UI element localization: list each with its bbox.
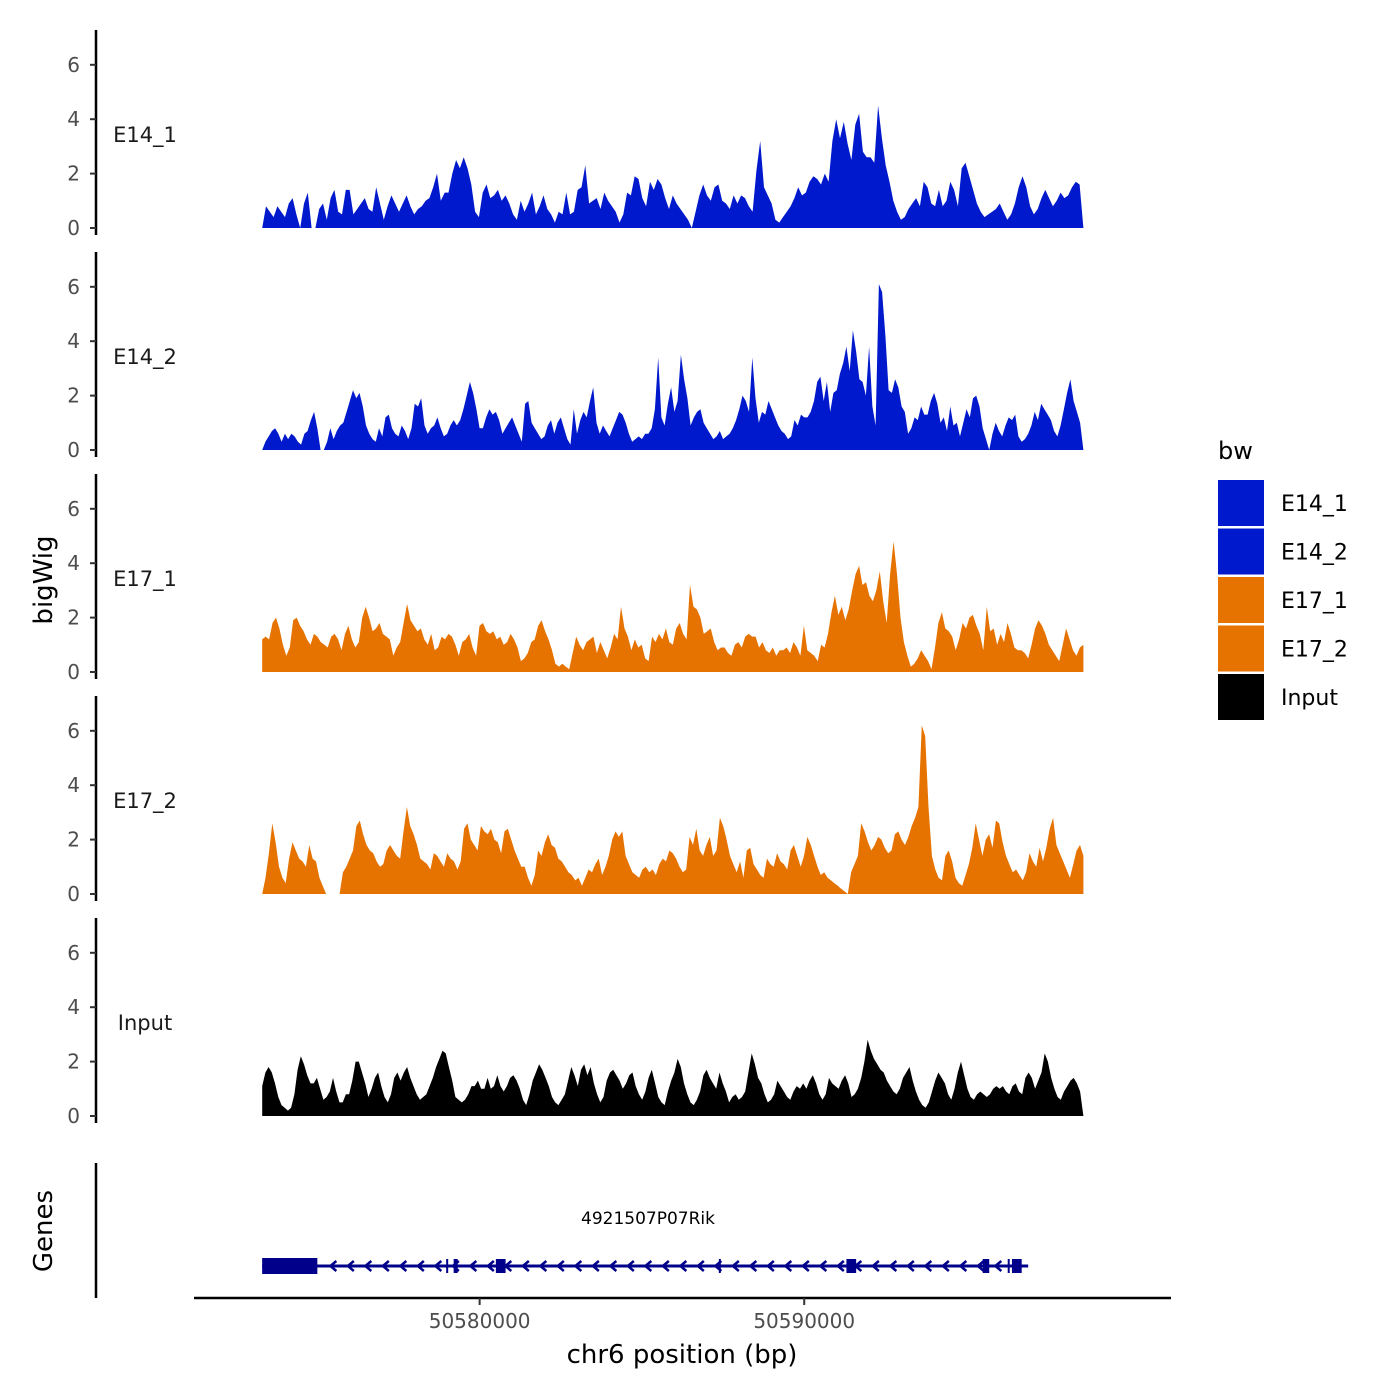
y-tick-label: 2 xyxy=(67,828,80,852)
strand-arrow xyxy=(748,1260,758,1272)
signal-area-e17-1 xyxy=(262,541,1084,672)
legend-swatch xyxy=(1218,577,1264,623)
legend: bw E14_1 E14_2 E17_1 E17_2 Input xyxy=(1218,437,1348,720)
track-panel-input: 0 2 4 6 Input xyxy=(67,918,1084,1128)
strand-arrow xyxy=(485,1260,495,1272)
legend-swatch xyxy=(1218,528,1264,575)
strand-arrow xyxy=(940,1260,950,1272)
x-tick-label: 50590000 xyxy=(753,1309,855,1333)
strand-arrow xyxy=(783,1260,793,1272)
y-axis-title: bigWig xyxy=(29,535,59,624)
gene-exon xyxy=(453,1259,458,1273)
legend-swatch xyxy=(1218,480,1264,526)
track-panel-e14-2: 0 2 4 6 E14_2 xyxy=(67,252,1084,462)
y-tick-label: 2 xyxy=(67,606,80,630)
strand-arrow xyxy=(398,1260,408,1272)
signal-area-input xyxy=(262,1039,1084,1116)
strand-arrow xyxy=(765,1260,775,1272)
track-panel-e17-2: 0 2 4 6 E17_2 xyxy=(67,696,1084,906)
y-tick-label: 4 xyxy=(67,107,80,131)
strand-arrow xyxy=(573,1260,583,1272)
x-axis: 50580000 50590000 chr6 position (bp) xyxy=(194,1296,1171,1370)
signal-area-e17-2 xyxy=(262,725,1084,894)
y-tick-label: 6 xyxy=(67,719,80,743)
y-tick-label: 4 xyxy=(67,329,80,353)
strand-arrow xyxy=(608,1260,618,1272)
strand-arrow xyxy=(660,1260,670,1272)
y-tick-label: 6 xyxy=(67,497,80,521)
signal-area-e14-1 xyxy=(262,105,1084,228)
y-tick-label: 6 xyxy=(67,53,80,77)
y-tick-label: 4 xyxy=(67,995,80,1019)
track-label: E17_2 xyxy=(113,789,177,814)
tracks-group: 0 2 4 6 E14_1 0 2 4 6 E14_2 0 2 4 6 E17_1 0 2 4 6 E17_2 0 2 4 6… xyxy=(67,30,1084,1128)
legend-label: Input xyxy=(1281,686,1338,711)
track-label: Input xyxy=(118,1011,172,1035)
y-tick-label: 2 xyxy=(67,1050,80,1074)
strand-arrow xyxy=(590,1260,600,1272)
y-tick-label: 6 xyxy=(67,275,80,299)
gene-panel: Genes 4921507P07Rik xyxy=(29,1163,1029,1298)
strand-arrow xyxy=(520,1260,530,1272)
track-panel-e14-1: 0 2 4 6 E14_1 xyxy=(67,30,1084,240)
y-tick-label: 0 xyxy=(67,660,80,684)
y-tick-label: 0 xyxy=(67,216,80,240)
gene-exon xyxy=(262,1258,318,1274)
track-panel-e17-1: 0 2 4 6 E17_1 xyxy=(67,474,1084,684)
legend-swatch xyxy=(1218,674,1264,720)
gene-exon xyxy=(846,1259,857,1273)
x-tick-label: 50580000 xyxy=(429,1309,531,1333)
strand-arrow xyxy=(835,1260,845,1272)
strand-arrow xyxy=(345,1260,355,1272)
strand-arrow xyxy=(625,1260,635,1272)
legend-label: E14_2 xyxy=(1281,541,1348,566)
strand-arrow xyxy=(538,1260,548,1272)
y-tick-label: 0 xyxy=(67,882,80,906)
legend-swatch xyxy=(1218,625,1264,672)
strand-arrow xyxy=(730,1260,740,1272)
gene-exon xyxy=(982,1259,990,1273)
strand-arrow xyxy=(433,1260,443,1272)
gene-name-label: 4921507P07Rik xyxy=(581,1209,715,1229)
strand-arrow xyxy=(800,1260,810,1272)
strand-arrow xyxy=(870,1260,880,1272)
x-axis-title: chr6 position (bp) xyxy=(567,1340,798,1370)
legend-label: E14_1 xyxy=(1281,492,1348,517)
y-tick-label: 2 xyxy=(67,384,80,408)
y-tick-label: 4 xyxy=(67,773,80,797)
strand-arrow xyxy=(468,1260,478,1272)
strand-arrow xyxy=(328,1260,338,1272)
strand-arrow xyxy=(695,1260,705,1272)
strand-arrow xyxy=(818,1260,828,1272)
legend-label: E17_2 xyxy=(1281,638,1348,663)
gene-exon xyxy=(495,1259,506,1273)
y-tick-label: 0 xyxy=(67,1104,80,1128)
track-label: E14_2 xyxy=(113,345,177,370)
legend-title: bw xyxy=(1218,437,1253,465)
strand-arrow xyxy=(888,1260,898,1272)
y-tick-label: 2 xyxy=(67,162,80,186)
track-label: E17_1 xyxy=(113,567,177,592)
gene-exon xyxy=(1011,1259,1022,1273)
strand-arrow xyxy=(415,1260,425,1272)
track-label: E14_1 xyxy=(113,123,177,148)
signal-area-e14-2 xyxy=(262,284,1084,450)
legend-label: E17_1 xyxy=(1281,589,1348,614)
strand-arrow xyxy=(975,1260,985,1272)
strand-arrow xyxy=(678,1260,688,1272)
y-tick-label: 0 xyxy=(67,438,80,462)
y-tick-label: 4 xyxy=(67,551,80,575)
strand-arrow xyxy=(380,1260,390,1272)
strand-arrow xyxy=(363,1260,373,1272)
strand-arrow xyxy=(993,1260,1003,1272)
genes-axis-title: Genes xyxy=(29,1190,59,1272)
strand-arrow xyxy=(905,1260,915,1272)
gene-model xyxy=(262,1258,1029,1274)
strand-arrow xyxy=(958,1260,968,1272)
strand-arrow xyxy=(923,1260,933,1272)
y-tick-label: 6 xyxy=(67,941,80,965)
strand-arrow xyxy=(643,1260,653,1272)
strand-arrow xyxy=(555,1260,565,1272)
